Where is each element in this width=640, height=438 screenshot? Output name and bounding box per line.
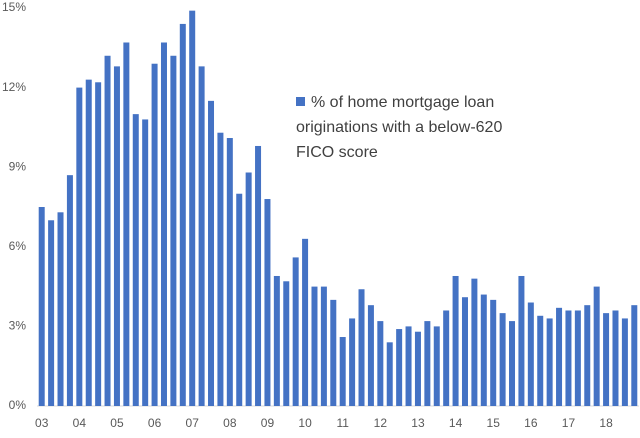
- y-tick-label: 12%: [2, 80, 26, 94]
- bar: [151, 63, 158, 406]
- bar: [142, 119, 149, 406]
- bar: [339, 337, 346, 406]
- legend: % of home mortgage loan originations wit…: [296, 90, 536, 165]
- x-tick-label: 18: [599, 416, 613, 430]
- bar: [499, 313, 506, 406]
- bar: [236, 193, 243, 406]
- bar: [405, 326, 412, 406]
- bar: [283, 281, 290, 406]
- bar: [377, 321, 384, 406]
- bar: [574, 310, 581, 406]
- x-tick-label: 16: [524, 416, 538, 430]
- bar: [621, 318, 628, 406]
- x-tick-label: 08: [223, 416, 237, 430]
- y-tick-label: 3%: [9, 319, 27, 333]
- x-tick-label: 10: [298, 416, 312, 430]
- bar: [556, 307, 563, 406]
- bar: [518, 275, 525, 406]
- bar: [320, 286, 327, 406]
- bar: [461, 297, 468, 406]
- bar: [179, 23, 186, 406]
- y-tick-label: 0%: [9, 398, 27, 412]
- bar: [302, 238, 309, 406]
- bar: [189, 10, 196, 407]
- bar: [537, 315, 544, 406]
- x-tick-label: 05: [110, 416, 124, 430]
- legend-swatch: [296, 97, 305, 106]
- bar: [443, 310, 450, 406]
- y-tick-label: 6%: [9, 239, 27, 253]
- bar: [546, 318, 553, 406]
- x-tick-label: 03: [35, 416, 49, 430]
- x-tick-label: 09: [261, 416, 275, 430]
- bar: [490, 299, 497, 406]
- bar: [113, 66, 120, 406]
- x-tick-label: 12: [374, 416, 388, 430]
- bar: [170, 55, 177, 406]
- bar: [358, 289, 365, 406]
- x-tick-label: 04: [73, 416, 87, 430]
- bar: [584, 305, 591, 406]
- bar: [160, 42, 167, 406]
- bar: [104, 55, 111, 406]
- bar: [123, 42, 130, 406]
- y-tick-label: 15%: [2, 0, 26, 14]
- x-tick-label: 14: [449, 416, 463, 430]
- bar: [471, 278, 478, 406]
- bar: [480, 294, 487, 406]
- bar: [433, 326, 440, 406]
- bar: [565, 310, 572, 406]
- bar: [292, 257, 299, 406]
- bar: [132, 114, 139, 406]
- bar: [264, 199, 271, 406]
- bar: [255, 145, 262, 406]
- bar: [414, 331, 421, 406]
- bar: [612, 310, 619, 406]
- x-tick-label: 15: [487, 416, 501, 430]
- bar: [273, 275, 280, 406]
- bar: [509, 321, 516, 406]
- bar: [593, 286, 600, 406]
- bar: [76, 87, 83, 406]
- bar: [330, 299, 337, 406]
- bar: [226, 138, 233, 406]
- bar: [85, 79, 92, 406]
- bar: [208, 100, 215, 406]
- bar: [48, 220, 55, 406]
- bar: [367, 305, 374, 406]
- bar: [527, 302, 534, 406]
- bar: [66, 175, 73, 406]
- bar: [217, 132, 224, 406]
- bar: [38, 207, 45, 406]
- bar: [631, 305, 638, 406]
- legend-label: % of home mortgage loan originations wit…: [296, 94, 503, 161]
- bar: [603, 313, 610, 406]
- bar: [396, 329, 403, 406]
- bar: [311, 286, 318, 406]
- x-tick-label: 13: [411, 416, 425, 430]
- y-tick-label: 9%: [9, 159, 27, 173]
- bar: [424, 321, 431, 406]
- x-tick-label: 17: [562, 416, 576, 430]
- x-tick-label: 07: [186, 416, 200, 430]
- x-tick-label: 11: [336, 416, 349, 430]
- bar: [57, 212, 64, 406]
- bar: [386, 342, 393, 406]
- bar: [95, 82, 102, 406]
- bar: [198, 66, 205, 406]
- bar: [349, 318, 356, 406]
- bar: [452, 275, 459, 406]
- bar: [245, 172, 252, 406]
- x-tick-label: 06: [148, 416, 162, 430]
